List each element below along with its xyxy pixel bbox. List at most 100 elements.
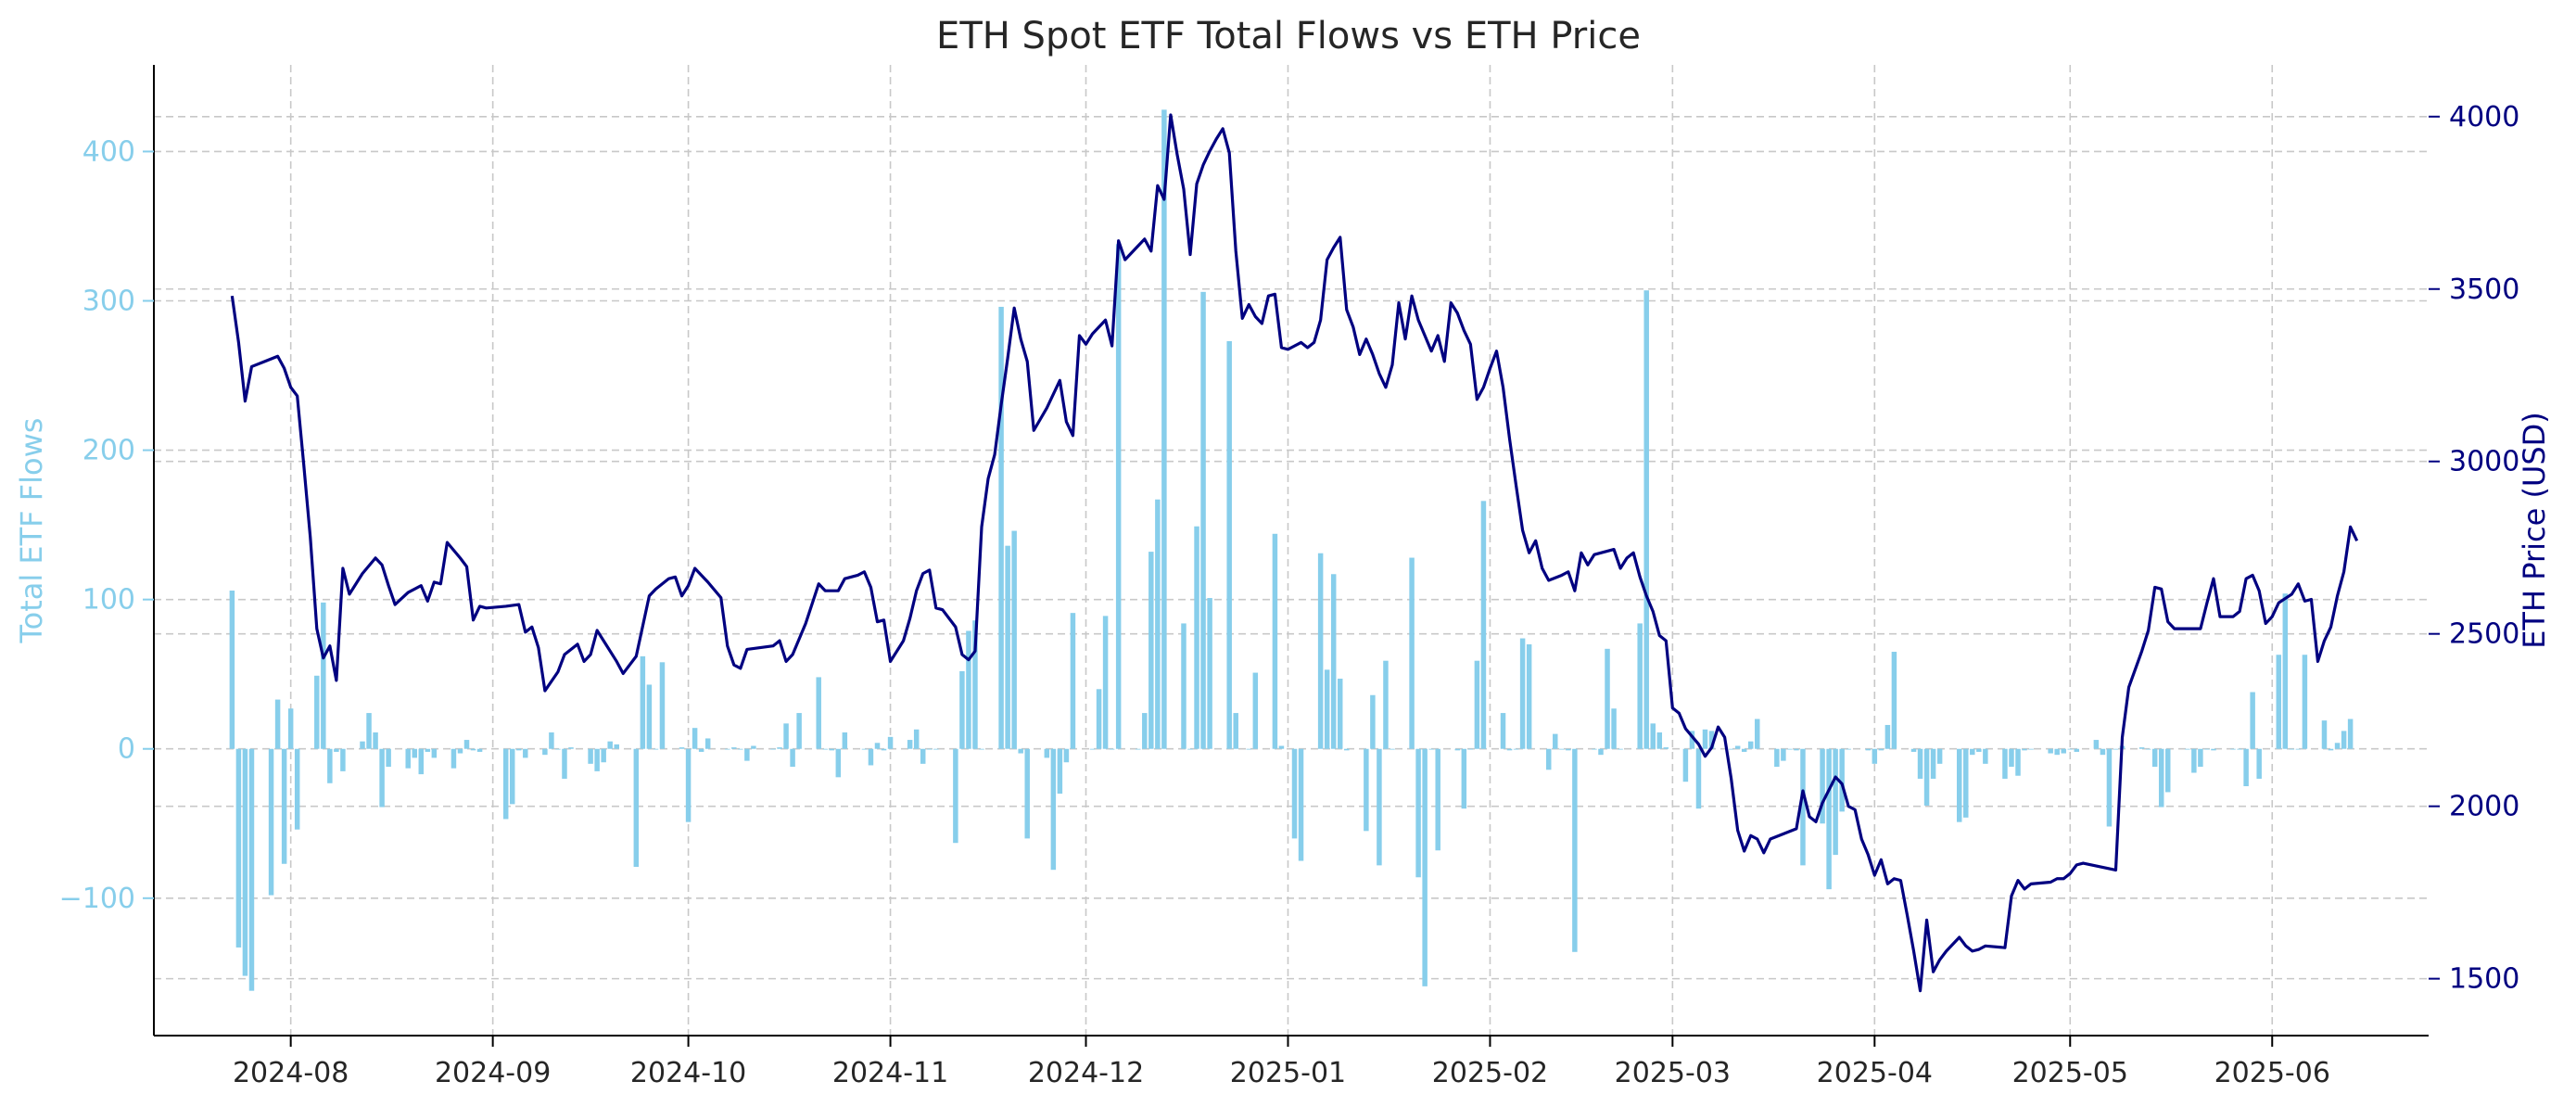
- flow-bar: [2067, 748, 2073, 750]
- flow-bar: [1605, 648, 1610, 749]
- flow-bar: [1936, 748, 1943, 764]
- flow-bar: [2145, 748, 2151, 750]
- flow-bar: [1330, 574, 1337, 749]
- flow-bar: [268, 748, 274, 896]
- flow-bar: [1246, 748, 1252, 750]
- flow-bar: [1324, 669, 1330, 749]
- flow-bar: [555, 748, 561, 750]
- flow-bar: [770, 748, 776, 750]
- flow-bar: [1506, 748, 1513, 751]
- flow-bar: [1272, 533, 1278, 749]
- flow-bar: [1181, 623, 1186, 749]
- flow-bar: [1161, 109, 1167, 749]
- flow-bar: [229, 590, 235, 749]
- flow-bar: [405, 748, 411, 769]
- flow-bar: [2334, 743, 2341, 749]
- flow-bar: [2256, 748, 2262, 779]
- x-tick-label: 2024-10: [630, 1057, 746, 1089]
- flow-bar: [450, 748, 457, 769]
- flow-bar: [2061, 748, 2066, 754]
- flow-bar: [633, 748, 640, 867]
- flow-bar: [2185, 748, 2190, 750]
- flow-bar: [614, 744, 619, 749]
- flow-bar: [379, 748, 385, 808]
- y-left-tick-label: 400: [82, 135, 135, 168]
- grid: [154, 65, 2429, 1036]
- flow-bar: [568, 747, 574, 749]
- chart-title: ETH Spot ETF Total Flows vs ETH Price: [936, 15, 1641, 57]
- flow-bar: [1513, 748, 1519, 750]
- flow-bar: [360, 741, 365, 749]
- flow-bar: [1194, 526, 1199, 749]
- flow-bar: [2282, 593, 2289, 749]
- flow-bar: [1278, 745, 1285, 749]
- flow-bar: [1467, 748, 1474, 750]
- flow-bar: [287, 708, 294, 749]
- flow-bar: [1187, 748, 1193, 750]
- flow-bar: [1787, 748, 1793, 750]
- flow-bar: [1741, 748, 1747, 752]
- flow-bar: [2009, 748, 2014, 768]
- flow-bar: [1415, 748, 1421, 878]
- flow-bar: [744, 748, 750, 761]
- flow-bar: [2165, 748, 2171, 793]
- flow-bar: [327, 748, 333, 783]
- flow-bar: [242, 748, 248, 976]
- flow-bar: [1572, 748, 1578, 952]
- flow-bar: [685, 748, 692, 822]
- flow-bar: [1689, 731, 1695, 749]
- flow-bar: [1226, 340, 1232, 749]
- flow-bar: [2015, 748, 2021, 776]
- flow-bar: [1781, 748, 1786, 761]
- flow-bar: [835, 748, 842, 778]
- flow-bar: [2321, 720, 2328, 749]
- flow-bar: [2250, 692, 2255, 749]
- flow-bar: [653, 748, 659, 750]
- flow-bar: [2054, 748, 2060, 756]
- flow-bar: [1317, 553, 1324, 749]
- x-tick-label: 2024-11: [832, 1057, 948, 1089]
- flow-bar: [294, 748, 300, 830]
- flow-bar: [274, 699, 281, 749]
- flow-bar: [1298, 748, 1304, 861]
- flow-bar: [1057, 748, 1063, 795]
- flow-bar: [2211, 748, 2216, 751]
- flow-bar: [953, 748, 958, 844]
- y-right-tick-label: 1500: [2449, 963, 2519, 996]
- flow-bar: [431, 748, 438, 758]
- flow-bar: [1983, 748, 1988, 764]
- flow-bar: [646, 684, 653, 749]
- flow-bar: [816, 677, 821, 749]
- flow-bar: [1618, 748, 1623, 750]
- flow-bar: [2276, 655, 2282, 749]
- flow-bar: [2230, 748, 2236, 750]
- x-tick-label: 2025-03: [1615, 1057, 1731, 1089]
- flow-bar: [1566, 748, 1571, 751]
- flow-bar: [868, 748, 874, 766]
- flow-bars: [229, 109, 2354, 991]
- y-left-tick-label: 300: [82, 286, 135, 318]
- flow-bar: [1833, 748, 1838, 856]
- flow-bar: [340, 748, 346, 771]
- flow-bar: [1820, 748, 1825, 824]
- flow-bar: [1050, 748, 1057, 871]
- flow-bar: [1474, 660, 1480, 749]
- flow-bar: [2341, 731, 2347, 749]
- flow-bar: [907, 740, 913, 749]
- flow-bar: [1839, 748, 1845, 812]
- flow-bar: [1291, 748, 1298, 839]
- flow-bar: [1872, 748, 1878, 764]
- flow-bar: [1884, 724, 1891, 749]
- flow-bar: [549, 732, 554, 749]
- flow-bar: [1930, 748, 1936, 779]
- flow-bar: [588, 748, 593, 764]
- flow-bar: [1383, 660, 1389, 749]
- flow-bar: [2295, 748, 2302, 750]
- flow-bar: [1115, 244, 1122, 749]
- flow-bar: [1377, 748, 1382, 866]
- flow-bar: [1136, 748, 1141, 750]
- flow-bar: [2302, 655, 2308, 749]
- flow-bar: [1970, 748, 1975, 756]
- flow-bar: [783, 723, 789, 749]
